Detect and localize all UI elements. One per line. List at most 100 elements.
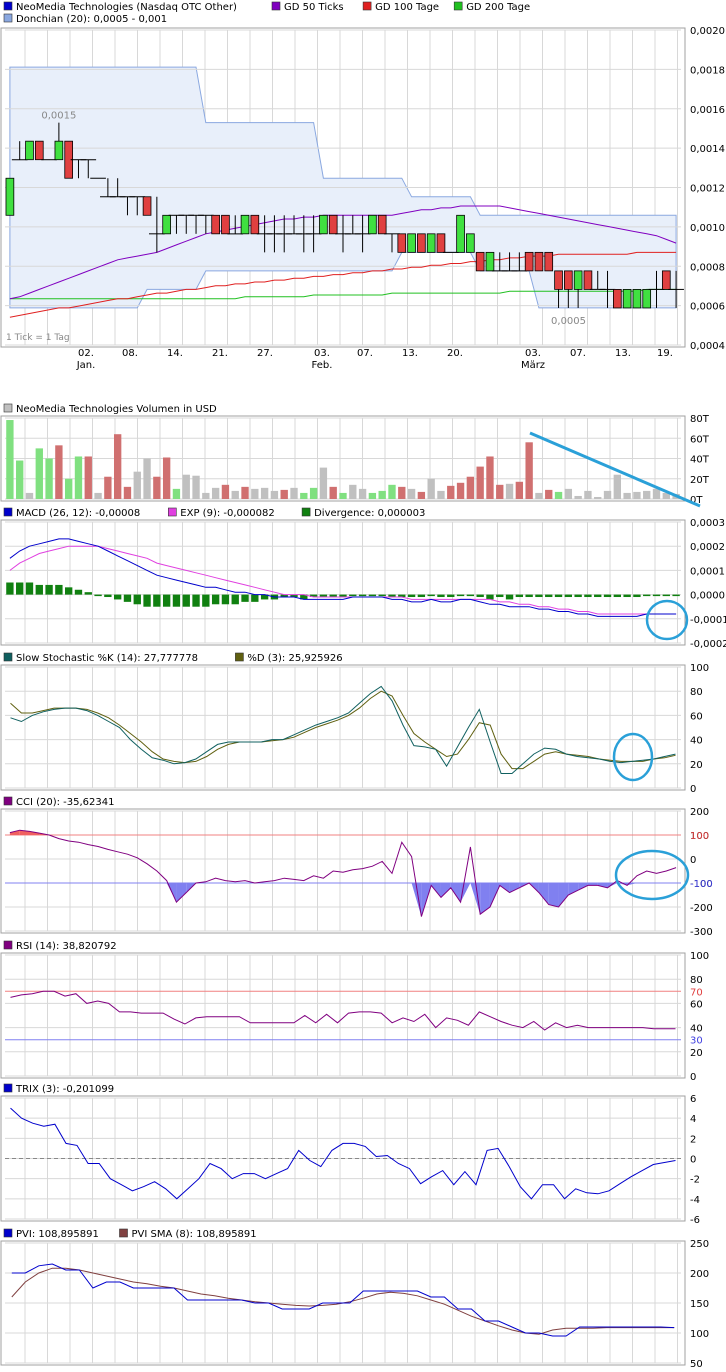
- legend-label: Slow Stochastic %K (14): 27,777778: [16, 653, 198, 664]
- divergence-bar: [280, 594, 288, 598]
- y-tick-label: 50: [690, 1359, 703, 1370]
- candle-body: [211, 214, 220, 235]
- x-tick-label: 02.: [78, 348, 94, 359]
- cci-fill-neg: [440, 883, 451, 898]
- divergence-bar: [564, 594, 573, 598]
- divergence-bar: [300, 594, 308, 600]
- legend-label: PVI SMA (8): 108,895891: [132, 1229, 257, 1240]
- annotation-high: 0,0015: [41, 111, 76, 122]
- volume-bar: [113, 434, 122, 499]
- legend-swatch: [3, 1083, 13, 1093]
- divergence-bar: [339, 594, 347, 598]
- y-tick-label: 0,0006: [690, 302, 725, 313]
- divergence-bar: [633, 594, 641, 598]
- y-tick-label: -100: [690, 879, 713, 890]
- x-tick-label: 03.: [525, 348, 541, 359]
- cci-fill-neg: [558, 883, 569, 907]
- divergence-bar: [6, 582, 14, 595]
- legend-label: TRIX (3): -0,201099: [15, 1084, 114, 1095]
- volume-bar: [378, 490, 386, 499]
- candle-body: [632, 289, 642, 309]
- divergence-bar: [643, 594, 651, 597]
- x-tick-label: 20.: [447, 348, 463, 359]
- volume-bar: [231, 490, 239, 499]
- volume-bar: [6, 420, 14, 499]
- divergence-bar: [535, 594, 543, 598]
- legend-swatch: [301, 507, 311, 517]
- candle-body: [436, 233, 446, 253]
- volume-bar: [290, 487, 298, 499]
- x-tick-label: 08.: [122, 348, 138, 359]
- divergence-bar: [35, 584, 43, 595]
- legend-swatch: [362, 1, 372, 11]
- y-tick-label: -300: [690, 927, 713, 938]
- volume-bar: [407, 488, 416, 499]
- x-tick-label: 14.: [167, 348, 183, 359]
- volume-bar: [594, 496, 602, 499]
- cci-fill-neg: [538, 883, 549, 905]
- x-tick-label: 19.: [657, 348, 673, 359]
- divergence-bar: [545, 594, 553, 598]
- volume-bar: [153, 476, 161, 499]
- divergence-bar: [554, 594, 563, 598]
- divergence-bar: [45, 584, 53, 595]
- candle-body: [5, 177, 15, 216]
- candle-body: [142, 196, 152, 216]
- volume-bar: [25, 492, 34, 499]
- y-tick-label: 150: [690, 1299, 709, 1310]
- y-tick-label: -0,0001: [690, 615, 726, 626]
- gd100-line: [9, 251, 677, 318]
- divergence-bar: [113, 594, 122, 600]
- volume-bar: [192, 475, 200, 499]
- y-tick-label: 100: [690, 1329, 709, 1340]
- divergence-bar: [192, 594, 200, 607]
- divergence-bar: [574, 594, 582, 598]
- candle-body: [456, 214, 465, 253]
- divergence-bar: [65, 587, 73, 595]
- divergence-bar: [104, 594, 112, 598]
- legend-swatch: [3, 1228, 13, 1238]
- candle-body: [250, 214, 260, 235]
- panel-frame-stoch: [0, 664, 686, 791]
- x-tick-label: 27.: [257, 348, 273, 359]
- candle-body: [328, 214, 338, 235]
- volume-bar: [574, 495, 582, 499]
- divergence-bar: [202, 594, 210, 607]
- x-month-label: März: [521, 360, 545, 371]
- volume-bar: [270, 490, 279, 499]
- exp-line: [9, 545, 677, 615]
- legend-swatch: [271, 1, 281, 11]
- volume-bar: [182, 474, 190, 499]
- y-tick-label: 0: [690, 1155, 696, 1166]
- volume-bar: [368, 492, 377, 499]
- rsi-line: [10, 990, 676, 1031]
- candle-body: [642, 289, 652, 309]
- volume-bar: [584, 490, 592, 499]
- volume-bar: [94, 492, 102, 499]
- volume-bar: [16, 460, 24, 499]
- volume-bar: [241, 486, 249, 499]
- divergence-bar: [515, 594, 524, 598]
- volume-bar: [55, 445, 63, 499]
- candle-body: [319, 214, 328, 235]
- divergence-bar: [398, 594, 406, 598]
- y-tick-label: 0,0002: [690, 542, 725, 553]
- legend-label: GD 100 Tage: [375, 2, 439, 13]
- divergence-bar: [603, 594, 612, 598]
- volume-bar: [623, 492, 631, 499]
- legend-label: RSI (14): 38,820792: [16, 941, 117, 952]
- legend-label: MACD (26, 12): -0,00008: [16, 508, 140, 519]
- volume-bar: [358, 488, 367, 499]
- volume-bar: [652, 488, 661, 499]
- legend-label: PVI: 108,895891: [16, 1229, 99, 1240]
- divergence-bar: [162, 594, 171, 607]
- candle-body: [417, 233, 426, 253]
- divergence-bar: [368, 594, 377, 597]
- divergence-bar: [417, 594, 426, 598]
- cci-fill-neg: [450, 883, 461, 903]
- annotation-low: 0,0005: [551, 316, 586, 327]
- volume-bar: [221, 484, 230, 499]
- volume-bar: [35, 448, 43, 499]
- y-tick-label: -2: [690, 1175, 700, 1186]
- candle-body: [25, 140, 34, 161]
